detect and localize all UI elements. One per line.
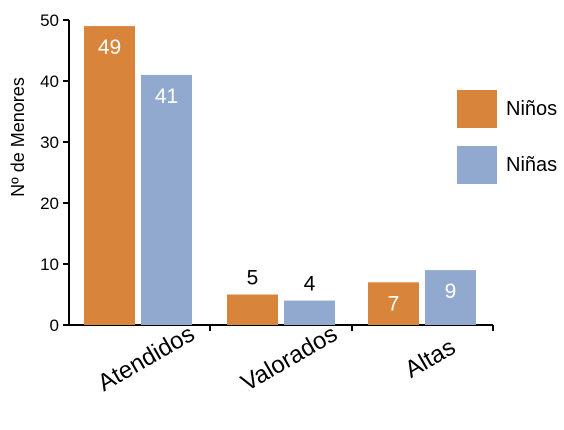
legend: Niños Niñas	[457, 90, 557, 184]
x-tick-label: Valorados	[236, 320, 342, 397]
legend-label: Niñas	[506, 154, 557, 176]
x-axis: Atendidos Valorados Altas	[69, 320, 494, 397]
bar	[368, 282, 419, 325]
data-label: 9	[445, 280, 457, 303]
x-tick-label: Altas	[400, 333, 460, 383]
data-label: 5	[247, 267, 259, 290]
legend-label: Niños	[506, 98, 557, 120]
y-tick-label: 10	[40, 255, 59, 274]
y-tick-label: 40	[40, 72, 59, 91]
bar	[284, 300, 335, 325]
x-tick-label: Atendidos	[93, 320, 199, 397]
y-axis-title: Nº de Menores	[8, 77, 28, 197]
data-label: 7	[388, 292, 400, 315]
bar	[84, 26, 135, 325]
bars	[84, 26, 476, 326]
bar	[227, 294, 278, 325]
y-axis: 0 10 20 30 40 50	[40, 11, 70, 335]
legend-swatch	[457, 146, 497, 184]
legend-swatch	[457, 90, 497, 128]
data-label: 41	[155, 85, 178, 108]
y-tick-label: 50	[40, 11, 59, 30]
y-tick-label: 0	[50, 316, 59, 335]
y-tick-label: 20	[40, 194, 59, 213]
bar	[425, 270, 476, 325]
y-tick-label: 30	[40, 133, 59, 152]
data-label: 49	[98, 36, 121, 59]
data-label: 4	[304, 273, 316, 296]
bar	[141, 74, 192, 326]
